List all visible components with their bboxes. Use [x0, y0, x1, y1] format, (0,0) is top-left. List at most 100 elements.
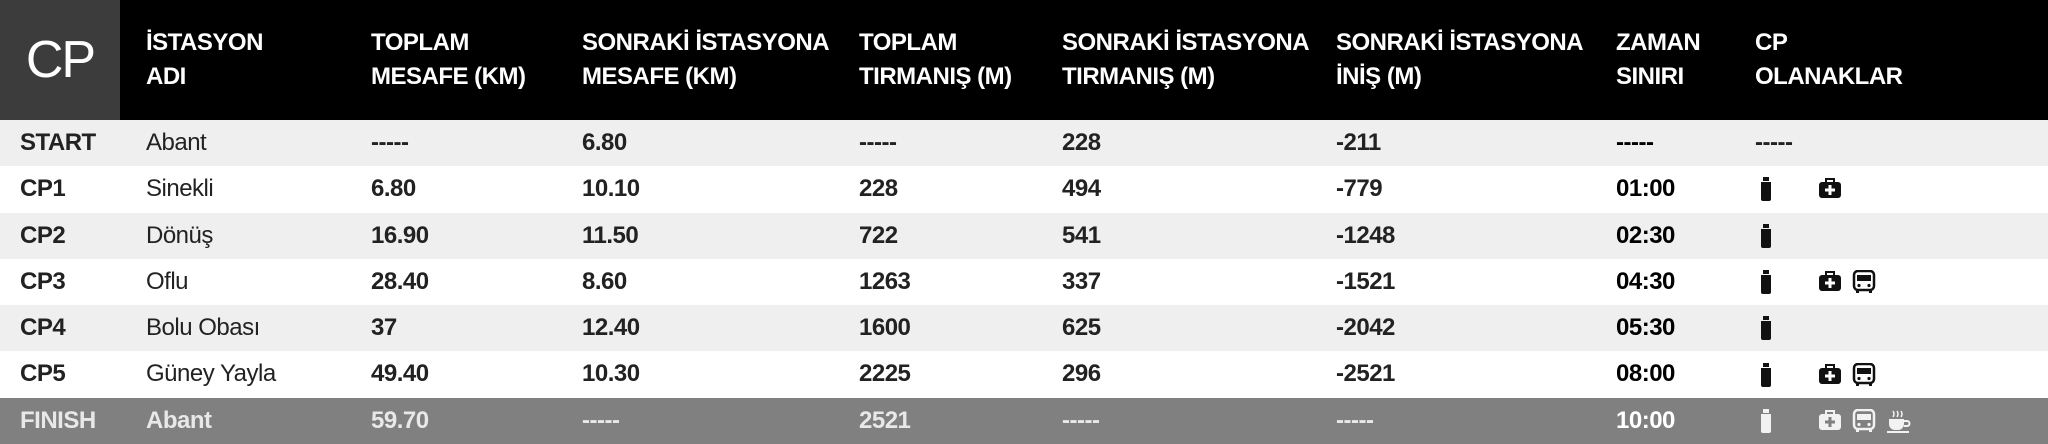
table-cell: 228 [1062, 129, 1101, 156]
table-cell: -2521 [1336, 360, 1395, 388]
table-cell: 6.80 [582, 129, 627, 156]
table-cell: Oflu [146, 267, 189, 295]
facility-icon-bottle [1761, 269, 1771, 294]
row-header: CP5 [20, 360, 66, 388]
row-header: CP2 [20, 221, 66, 249]
header-line: TOPLAM [859, 29, 957, 56]
table-cell: ----- [1062, 406, 1100, 434]
header-line: TIRMANIŞ (M) [1062, 63, 1215, 90]
row-header: CP4 [20, 314, 66, 342]
table-row: FINISH Abant 59.70 ----- 2521 ----- ----- 10:00 [0, 397, 2048, 444]
table-cell: 8.60 [582, 267, 627, 295]
facility-icon-banana [1784, 177, 1808, 201]
table-cell: -211 [1336, 129, 1381, 156]
table-cell: 49.40 [371, 360, 429, 388]
table-row: CP5 Güney Yayla 49.40 10.30 2225 296 -2521 08:0… [0, 351, 2048, 398]
table-cell: Abant [146, 129, 207, 156]
row-header: FINISH [20, 406, 96, 434]
table-cell: 10:00 [1616, 406, 1675, 434]
header-cp: CP [0, 0, 120, 120]
table-cell: 6.80 [371, 175, 416, 203]
facility-icon-bus [1852, 408, 1876, 432]
facility-icon-cup [1887, 410, 1911, 433]
table-row: START Abant ----- 6.80 ----- 228 -211 ----- ----… [0, 120, 2048, 167]
table-cell: 2225 [859, 360, 911, 388]
header-line: MESAFE (KM) [371, 63, 526, 90]
facility-icon-bottle [1761, 362, 1771, 387]
facility-icon-bottle [1761, 316, 1771, 341]
facility-icon-banana [1784, 363, 1808, 387]
facility-icon-banana [1784, 270, 1808, 294]
facility-icon-bottle [1761, 177, 1771, 202]
table-cell: 541 [1062, 221, 1101, 249]
header-cell: SONRAKİ İSTASYONA İNİŞ (M) [1336, 26, 1584, 94]
header-line: İSTASYON [146, 29, 263, 56]
header-cell: SONRAKİ İSTASYONA MESAFE (KM) [582, 26, 830, 94]
table-cell: Abant [146, 406, 212, 434]
table-cell: ----- [582, 406, 620, 434]
row-header: CP3 [20, 267, 66, 295]
header-line: CP [1755, 29, 1788, 56]
table-cell: ----- [371, 129, 409, 156]
facility-icon-banana [1784, 224, 1808, 248]
row-header: START [20, 129, 96, 156]
header-cell: CP OLANAKLAR [1755, 26, 1903, 94]
table-cell: 722 [859, 221, 898, 249]
table-cell: 625 [1062, 314, 1101, 342]
header-cell: TOPLAM MESAFE (KM) [371, 26, 526, 94]
table-cell: -1521 [1336, 267, 1395, 295]
header-cell: İSTASYON ADI [146, 26, 263, 94]
table-cell: -779 [1336, 175, 1383, 203]
table-cell: 494 [1062, 175, 1101, 203]
table-cell: 37 [371, 314, 397, 342]
table-cell: -2042 [1336, 314, 1395, 342]
facility-icon-kit [1819, 178, 1841, 199]
table-cell: 02:30 [1616, 221, 1675, 249]
table-cell: 05:30 [1616, 314, 1675, 342]
header-line: TIRMANIŞ (M) [859, 63, 1012, 90]
table-cell: 337 [1062, 267, 1101, 295]
header-cell: TOPLAM TIRMANIŞ (M) [859, 26, 1012, 94]
row-header: CP1 [20, 175, 66, 203]
table-cell: 04:30 [1616, 267, 1675, 295]
table-row: CP1 Sinekli 6.80 10.10 228 494 -779 01:00 [0, 166, 2048, 213]
table-cell: 228 [859, 175, 898, 203]
header-line: SONRAKİ İSTASYONA [1336, 29, 1584, 56]
table-cell: 12.40 [582, 314, 640, 342]
header-cell: ZAMAN SINIRI [1616, 26, 1701, 94]
table-cell: 1600 [859, 314, 911, 342]
table-cell: 28.40 [371, 267, 429, 295]
table-cell: ----- [859, 129, 897, 156]
table-cell: Bolu Obası [146, 314, 260, 342]
table-cell: ----- [1616, 129, 1654, 156]
facility-icon-kit [1819, 363, 1841, 384]
table-row: CP4 Bolu Obası 37 12.40 1600 625 -2042 05:30 [0, 305, 2048, 352]
table-cell: Dönüş [146, 221, 213, 249]
table-row: CP2 Dönüş 16.90 11.50 722 541 -1248 02:30 [0, 212, 2048, 259]
header-line: MESAFE (KM) [582, 63, 737, 90]
table-cell: 59.70 [371, 406, 429, 434]
facility-icon-banana [1784, 409, 1808, 433]
header-line: SONRAKİ İSTASYONA [1062, 29, 1310, 56]
table-cell: -1248 [1336, 221, 1395, 249]
table-cell: Güney Yayla [146, 360, 276, 388]
header-cell: SONRAKİ İSTASYONA TIRMANIŞ (M) [1062, 26, 1310, 94]
facility-icon-bottle [1761, 223, 1771, 248]
header-line: İNİŞ (M) [1336, 63, 1422, 90]
table-row: CP3 Oflu 28.40 8.60 1263 337 -1521 04:30 [0, 258, 2048, 306]
header-bar: CP İSTASYON ADI TOPLAM MESAFE (KM) SONRAKİ İ… [0, 0, 2048, 120]
table-cell: 01:00 [1616, 175, 1675, 203]
table-cell: 296 [1062, 360, 1101, 388]
facility-icon-bottle [1761, 408, 1771, 433]
facility-icon-kit [1819, 270, 1841, 291]
table-cell: 11.50 [582, 221, 639, 249]
header-line: OLANAKLAR [1755, 63, 1903, 90]
facility-icon-bus [1852, 362, 1876, 386]
header-line: TOPLAM [371, 29, 469, 56]
facility-icon-banana [1784, 316, 1808, 340]
table-cell: 16.90 [371, 221, 429, 249]
table-cell: 1263 [859, 267, 911, 295]
facility-icon-bus [1852, 269, 1876, 293]
header-line: ADI [146, 63, 186, 90]
